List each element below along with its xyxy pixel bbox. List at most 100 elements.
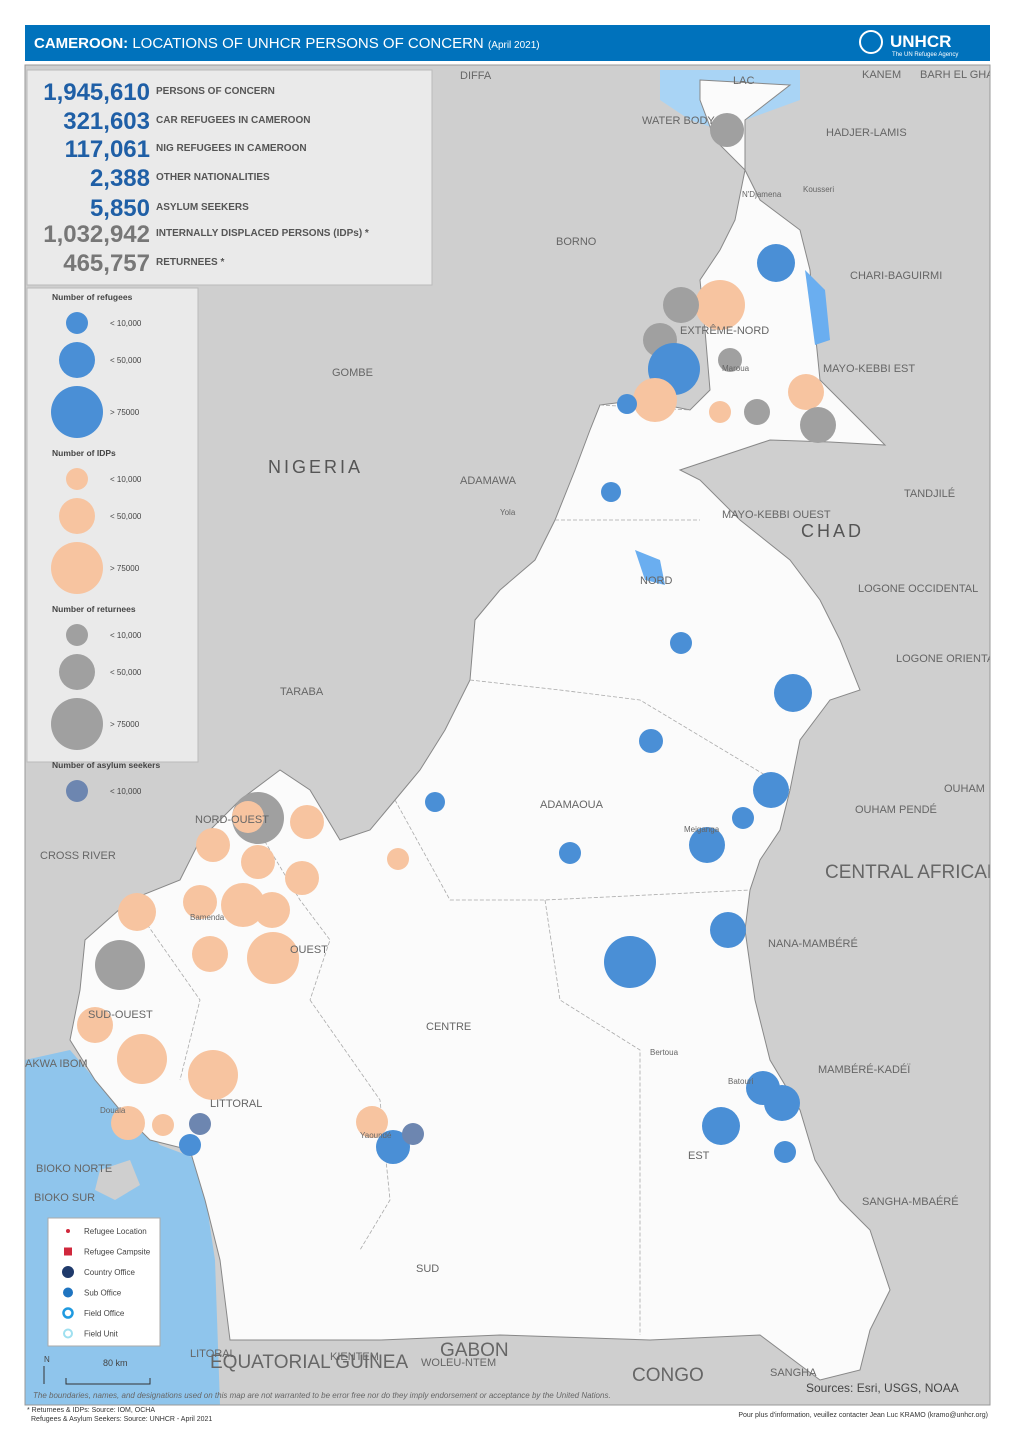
legend-item: Sub Office bbox=[84, 1289, 122, 1298]
scale-bar bbox=[43, 1366, 151, 1385]
stat-value: 321,603 bbox=[63, 108, 150, 135]
legend-circle bbox=[66, 312, 88, 334]
legend-class: > 75000 bbox=[110, 408, 140, 417]
stat-value: 1,032,942 bbox=[43, 221, 150, 248]
place-label: BIOKO SUR bbox=[34, 1192, 95, 1204]
idp-circle bbox=[192, 936, 228, 972]
refugee-circle bbox=[179, 1134, 201, 1156]
map-frame bbox=[24, 64, 991, 1406]
legend-circle bbox=[59, 342, 95, 378]
idp-circle bbox=[356, 1106, 388, 1138]
wetland bbox=[805, 270, 830, 345]
legend-symbol bbox=[63, 1328, 73, 1339]
legend-symbol bbox=[64, 1247, 72, 1256]
place-label: DIFFA bbox=[460, 70, 492, 82]
legend-group-title: Number of IDPs bbox=[52, 448, 116, 458]
stat-label: INTERNALLY DISPLACED PERSONS (IDPs) * bbox=[156, 228, 369, 239]
legend-circle bbox=[51, 698, 103, 750]
place-label: LAC bbox=[733, 75, 754, 87]
legend-class: < 10,000 bbox=[110, 787, 142, 796]
asylum-circle bbox=[402, 1123, 424, 1145]
place-label: Bamenda bbox=[190, 913, 225, 922]
place-label: KIENTEM bbox=[330, 1351, 379, 1363]
idp-circle bbox=[117, 1034, 167, 1084]
logo-sub: The UN Refugee Agency bbox=[892, 52, 958, 58]
refugee-circle bbox=[604, 936, 656, 988]
refugee-circle bbox=[617, 394, 637, 414]
idp-circle bbox=[77, 1007, 113, 1043]
legend-class: < 50,000 bbox=[110, 512, 142, 521]
legend-class: < 10,000 bbox=[110, 319, 142, 328]
idp-circle bbox=[241, 845, 275, 879]
place-label: Yaoundé bbox=[360, 1131, 392, 1140]
legend-class: < 50,000 bbox=[110, 668, 142, 677]
symbol-legend: Refugee Location Refugee Campsite Country … bbox=[62, 1227, 151, 1339]
place-label: SUD-OUEST bbox=[88, 1009, 153, 1021]
symbols bbox=[77, 113, 836, 1164]
stat-value: 117,061 bbox=[65, 136, 150, 163]
legend-item: Refugee Campsite bbox=[84, 1248, 151, 1257]
place-label: EXTRÊME-NORD bbox=[680, 324, 769, 337]
legend-item: Field Unit bbox=[84, 1330, 119, 1339]
place-label: Bertoua bbox=[650, 1048, 679, 1057]
idp-circle bbox=[152, 1114, 174, 1136]
refugee-circle bbox=[639, 729, 663, 753]
place-label: LITORAL bbox=[190, 1348, 236, 1360]
refugee-circle bbox=[764, 1085, 800, 1121]
place-label: LOGONE OCCIDENTAL bbox=[858, 583, 978, 595]
place-label: HADJER-LAMIS bbox=[826, 127, 907, 139]
country-label: EQUATORIAL GUINEA bbox=[210, 1352, 408, 1373]
idp-circle bbox=[695, 280, 745, 330]
legend-symbol bbox=[62, 1307, 74, 1319]
place-label: KANEM bbox=[862, 69, 901, 81]
header-title: CAMEROON: LOCATIONS OF UNHCR PERSONS OF … bbox=[34, 35, 540, 52]
footnote: Refugees & Asylum Seekers: Source: UNHCR… bbox=[31, 1416, 212, 1423]
symbol-legend-box bbox=[47, 1217, 161, 1347]
idp-circle bbox=[183, 885, 217, 919]
lagdo-lake bbox=[635, 550, 665, 585]
stat-label: ASYLUM SEEKERS bbox=[156, 202, 249, 213]
idp-circle bbox=[232, 801, 264, 833]
idp-circle bbox=[709, 401, 731, 423]
place-label: BARH EL GHAZEL bbox=[920, 69, 1014, 81]
returnee-circle bbox=[800, 407, 836, 443]
idp-circle bbox=[221, 883, 265, 927]
place-label: BIOKO NORTE bbox=[36, 1163, 112, 1175]
place-label: Maroua bbox=[722, 364, 750, 373]
place-label: OUHAM bbox=[944, 783, 985, 795]
legend-class: < 10,000 bbox=[110, 631, 142, 640]
logo-icon bbox=[859, 30, 883, 54]
place-label: MAYO-KEBBI OUEST bbox=[722, 509, 831, 521]
refugee-circle bbox=[702, 1107, 740, 1145]
idp-circle bbox=[188, 1050, 238, 1100]
stat-value: 5,850 bbox=[90, 195, 150, 222]
legend-symbol bbox=[66, 1229, 70, 1233]
place-label: Yola bbox=[500, 508, 516, 517]
legend-class: > 75000 bbox=[110, 720, 140, 729]
legend-symbol bbox=[63, 1287, 73, 1298]
stats: 1,945,610 PERSONS OF CONCERN 321,603 CAR RE… bbox=[43, 79, 369, 277]
stat-value: 1,945,610 bbox=[43, 79, 150, 106]
place-label: NORD-OUEST bbox=[195, 814, 269, 826]
legend-group-title: Number of asylum seekers bbox=[52, 760, 160, 770]
stat-value: 2,388 bbox=[90, 165, 150, 192]
place-label: CHARI-BAGUIRMI bbox=[850, 270, 942, 282]
refugee-circle bbox=[710, 912, 746, 948]
contact: Pour plus d'information, veuillez contac… bbox=[738, 1412, 988, 1419]
place-label: BORNO bbox=[556, 236, 597, 248]
place-label: LOGONE ORIENTAL bbox=[896, 653, 1000, 665]
bioko-island bbox=[95, 1160, 140, 1200]
place-label: GOMBE bbox=[332, 367, 373, 379]
legend-circle bbox=[51, 542, 103, 594]
place-label: NORD bbox=[640, 575, 672, 587]
country-label: CENTRAL AFRICAN REPUBLIC bbox=[825, 862, 1024, 883]
place-label: OUEST bbox=[290, 944, 328, 956]
returnee-circle bbox=[663, 287, 699, 323]
country-label: NIGERIA bbox=[268, 457, 363, 477]
returnee-circle bbox=[718, 348, 742, 372]
sources: Sources: Esri, USGS, NOAA bbox=[806, 1381, 959, 1395]
refugee-circle bbox=[670, 632, 692, 654]
place-label: SANGHA-MBAÉRÉ bbox=[862, 1195, 959, 1208]
